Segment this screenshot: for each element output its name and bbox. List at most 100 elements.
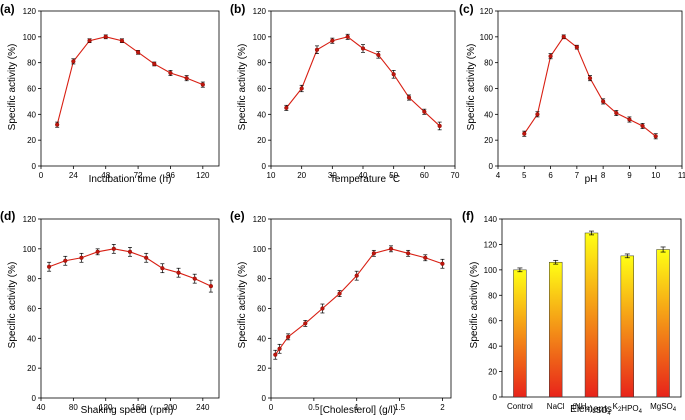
data-point-d [95, 249, 100, 254]
data-point-c [522, 131, 527, 136]
ytick-label-f: 80 [488, 291, 497, 300]
data-point-e [371, 251, 376, 256]
ytick-label-e: 80 [257, 275, 266, 284]
plot-e: 0 20 40 60 80 100 120 0 0.5 1 1.5 2 [253, 215, 452, 412]
xtick-label-b: 20 [297, 171, 306, 180]
xtick-label-c: 8 [601, 171, 606, 180]
category-label-part: SO [596, 406, 608, 415]
data-point-d [127, 249, 133, 254]
xtick-label-c: 4 [496, 171, 501, 180]
plot-d: 0 20 40 60 80 100 120 40 80 120 160 200 240 [23, 215, 220, 412]
ytick-label-e: 40 [257, 334, 266, 343]
xtick-label-a: 0 [39, 171, 44, 180]
xlabel-d: Shaking speed (rpm) [81, 405, 174, 416]
category-label-part: 4 [607, 411, 611, 417]
data-point-a [119, 38, 125, 43]
data-point-e [337, 291, 342, 296]
panel-label-d: (d) [0, 209, 15, 223]
xtick-label-c: 5 [522, 171, 527, 180]
ylabel-c: Specific activity (%) [466, 44, 477, 131]
ytick-label-a: 60 [27, 85, 36, 94]
ytick-label-d: 0 [32, 394, 37, 403]
ytick-label-f: 120 [484, 240, 498, 249]
data-point-d [208, 284, 214, 289]
category-label-part: (NH [572, 402, 586, 411]
data-point-c [614, 110, 619, 116]
category-label-f: Control [507, 402, 533, 411]
panel-label-c: (c) [459, 2, 474, 16]
data-point-e [423, 255, 428, 260]
data-point-b [360, 46, 366, 51]
category-label-part: NaCl [547, 402, 565, 411]
category-label-part: 2 [618, 407, 622, 413]
ytick-label-f: 60 [488, 317, 497, 326]
data-point-a [103, 34, 108, 39]
xtick-label-e: 1.5 [394, 403, 406, 412]
xtick-label-e: 0 [269, 403, 274, 412]
xtick-label-d: 80 [69, 403, 78, 412]
data-point-a [184, 76, 189, 81]
data-point-a [55, 122, 60, 127]
category-label-part: K [613, 402, 619, 411]
xtick-label-c: 11 [678, 171, 685, 180]
series-line-c [523, 36, 657, 137]
data-point-d [144, 255, 149, 260]
bar-f [656, 249, 670, 398]
ytick-label-e: 20 [257, 364, 266, 373]
data-point-b [299, 86, 304, 91]
ytick-label-b: 120 [253, 7, 267, 16]
ylabel-f: Specific activity (%) [469, 262, 480, 349]
xtick-label-d: 40 [37, 403, 46, 412]
xtick-label-b: 50 [389, 171, 398, 180]
ytick-label-b: 60 [257, 85, 266, 94]
data-point-c [587, 76, 593, 81]
ytick-label-a: 40 [27, 110, 36, 119]
ytick-label-c: 100 [480, 33, 494, 42]
xtick-label-b: 10 [267, 171, 276, 180]
panel-c: (c) 0 20 40 60 80 100 120 4 5 6 7 8 9 10 11 pH Specifi… [459, 2, 685, 185]
xtick-label-a: 96 [166, 171, 175, 180]
category-label-part: 4 [639, 409, 643, 415]
panel-e: (e) 0 20 40 60 80 100 120 0 0.5 1 1.5 2 [Cholestero… [230, 209, 452, 416]
plot-c: 0 20 40 60 80 100 120 4 5 6 7 8 9 10 11 [480, 7, 685, 180]
data-point-d [160, 266, 165, 271]
series-line-e [274, 248, 443, 356]
bar-f [549, 261, 563, 398]
data-point-e [440, 261, 445, 266]
plot-frame-a [40, 10, 220, 167]
data-point-b [422, 109, 427, 114]
xtick-label-b: 70 [451, 171, 460, 180]
data-point-c [535, 112, 540, 117]
panel-label-a: (a) [0, 2, 15, 16]
category-label-part: HPO [621, 404, 638, 413]
ytick-label-e: 100 [253, 245, 267, 254]
xtick-label-c: 7 [575, 171, 580, 180]
ytick-label-a: 80 [27, 59, 36, 68]
xtick-label-b: 60 [420, 171, 429, 180]
data-point-b [406, 95, 412, 100]
data-point-c [561, 34, 566, 39]
ytick-label-f: 20 [488, 368, 497, 377]
data-point-c [640, 123, 645, 129]
ytick-label-f: 40 [488, 342, 497, 351]
bar-f [584, 232, 599, 398]
xtick-label-a: 48 [101, 171, 110, 180]
category-label-part: Control [507, 402, 533, 411]
ytick-label-e: 120 [253, 215, 267, 224]
xtick-label-a: 24 [69, 171, 78, 180]
data-point-c [653, 134, 658, 139]
bar-f [620, 255, 634, 398]
data-point-b [330, 38, 335, 43]
ytick-label-b: 0 [262, 162, 267, 171]
panel-label-f: (f) [462, 209, 474, 223]
ylabel-e: Specific activity (%) [237, 262, 248, 349]
panel-b: (b) 0 20 40 60 80 100 120 10 20 30 40 50 60 70 Temper… [230, 2, 460, 185]
xtick-label-d: 120 [99, 403, 113, 412]
data-point-e [286, 334, 291, 339]
data-point-b [345, 34, 350, 39]
xtick-label-b: 40 [359, 171, 368, 180]
plot-frame-b [270, 10, 456, 167]
ytick-label-c: 60 [484, 85, 493, 94]
ytick-label-d: 120 [23, 215, 37, 224]
